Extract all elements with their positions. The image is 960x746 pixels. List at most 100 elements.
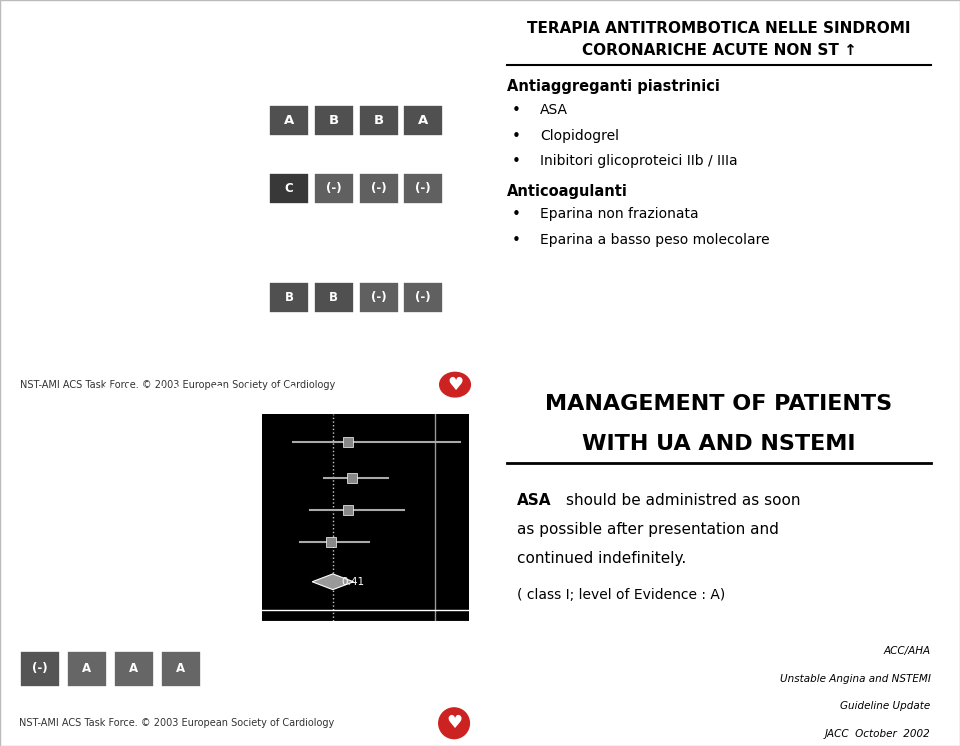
Text: – No RDZ placebo-controlled trials: – No RDZ placebo-controlled trials <box>67 167 281 180</box>
Text: TERAPIA ANTITROMBOTICA NELLE SINDROMI: TERAPIA ANTITROMBOTICA NELLE SINDROMI <box>527 21 911 36</box>
Text: (-): (-) <box>32 662 48 675</box>
FancyBboxPatch shape <box>403 172 444 204</box>
FancyBboxPatch shape <box>161 651 201 687</box>
FancyBboxPatch shape <box>358 282 398 313</box>
FancyBboxPatch shape <box>114 651 154 687</box>
Text: Inibitori glicoproteici IIb / IIIa: Inibitori glicoproteici IIb / IIIa <box>540 154 738 169</box>
Text: should be administred as soon: should be administred as soon <box>566 493 801 508</box>
Text: 5.2%: 5.2% <box>175 578 208 592</box>
Text: ♥: ♥ <box>447 376 463 394</box>
Text: Antiplatelets :  Trials ASA vs. Placebo: Antiplatelets : Trials ASA vs. Placebo <box>81 386 401 401</box>
Text: Total: Total <box>20 578 52 592</box>
FancyBboxPatch shape <box>314 282 354 313</box>
Text: – Small RDZ trials: – Small RDZ trials <box>67 235 179 248</box>
Text: A: A <box>177 662 185 675</box>
Text: 2.46%: 2.46% <box>175 462 212 474</box>
Text: RISC: RISC <box>20 547 47 560</box>
Text: •: • <box>25 61 35 79</box>
Text: •: • <box>512 207 521 222</box>
Text: Placebo: Placebo <box>222 429 268 442</box>
Text: ASA: ASA <box>540 103 568 117</box>
Text: Anticoagulanti: Anticoagulanti <box>507 184 628 198</box>
Text: B: B <box>373 114 384 127</box>
Text: ASA vs.
Placebo: ASA vs. Placebo <box>20 429 65 457</box>
Text: 4.9%: 4.9% <box>175 491 205 504</box>
Text: Calcium channel blockers: Calcium channel blockers <box>53 211 271 226</box>
Circle shape <box>440 372 470 397</box>
Text: •: • <box>512 233 521 248</box>
Text: 555: 555 <box>128 519 150 532</box>
Text: Eparina a basso peso molecolare: Eparina a basso peso molecolare <box>540 233 770 247</box>
Text: A: A <box>130 662 138 675</box>
FancyBboxPatch shape <box>358 172 398 204</box>
Circle shape <box>439 708 469 739</box>
FancyBboxPatch shape <box>314 105 354 136</box>
Text: ( class I; level of Evidence : A): ( class I; level of Evidence : A) <box>516 588 725 602</box>
Text: ASA better: ASA better <box>281 631 337 641</box>
Text: Antiaggreganti piastrinici: Antiaggreganti piastrinici <box>507 79 720 95</box>
Text: Theroux: Theroux <box>20 462 68 474</box>
Text: Nitrates: Nitrates <box>53 143 123 158</box>
Text: 12.9%: 12.9% <box>222 519 259 532</box>
Text: A: A <box>284 114 295 127</box>
Text: Beta-blockers:: Beta-blockers: <box>53 61 178 76</box>
Text: 3096: 3096 <box>128 578 161 592</box>
Text: A: A <box>419 114 428 127</box>
Polygon shape <box>312 574 353 589</box>
Text: – Three DB randomized trials comparing BB to placebo: – Three DB randomized trials comparing B… <box>67 83 411 96</box>
Text: (-): (-) <box>326 182 342 195</box>
Text: 6.5%: 6.5% <box>175 547 204 560</box>
Text: NST-AMI ACS Task Force. © 2003 European Society of Cardiology: NST-AMI ACS Task Force. © 2003 European … <box>20 380 335 389</box>
Text: 728: 728 <box>128 547 151 560</box>
Text: 6.35%: 6.35% <box>222 462 259 474</box>
Text: continued indefinitely.: continued indefinitely. <box>516 551 686 566</box>
Text: prevention of death and MI: prevention of death and MI <box>85 275 255 288</box>
Text: 17.1%: 17.1% <box>222 547 259 560</box>
Text: C: C <box>285 182 294 195</box>
FancyBboxPatch shape <box>269 172 309 204</box>
Text: Unstable Angina and NSTEMI: Unstable Angina and NSTEMI <box>780 674 931 684</box>
Text: (-): (-) <box>416 182 431 195</box>
Text: •: • <box>25 211 35 229</box>
Text: JACC  October  2002: JACC October 2002 <box>825 729 931 739</box>
Text: •: • <box>512 129 521 144</box>
FancyBboxPatch shape <box>20 651 60 687</box>
Text: ASA: ASA <box>175 429 199 442</box>
Text: as possible after presentation and: as possible after presentation and <box>516 522 779 537</box>
Text: Lewis: Lewis <box>20 491 53 504</box>
Text: Clopidogrel: Clopidogrel <box>540 129 619 142</box>
Text: – Meta-analysis on death and MI suggests that there is no: – Meta-analysis on death and MI suggests… <box>67 255 429 268</box>
Text: Death or MI (%): Death or MI (%) <box>20 416 113 428</box>
Text: Guideline Update: Guideline Update <box>840 701 931 712</box>
Text: Anti-ischaemic agents: Anti-ischaemic agents <box>119 21 363 40</box>
FancyBboxPatch shape <box>358 105 398 136</box>
Text: 479: 479 <box>128 462 151 474</box>
Text: 11.8%: 11.8% <box>222 578 263 592</box>
FancyBboxPatch shape <box>67 651 107 687</box>
Text: 6.1%: 6.1% <box>175 519 205 532</box>
Text: N: N <box>128 429 137 442</box>
Text: B: B <box>329 114 339 127</box>
Text: CORONARICHE ACUTE NON ST ↑: CORONARICHE ACUTE NON ST ↑ <box>582 43 856 58</box>
Text: 1266: 1266 <box>128 491 158 504</box>
FancyBboxPatch shape <box>269 105 309 136</box>
Text: B: B <box>285 292 294 304</box>
Text: ASA: ASA <box>516 493 551 508</box>
Text: A: A <box>83 662 91 675</box>
Text: (-): (-) <box>371 292 386 304</box>
Text: WITH UA AND NSTEMI: WITH UA AND NSTEMI <box>583 434 855 454</box>
FancyBboxPatch shape <box>403 282 444 313</box>
Text: •: • <box>512 154 521 169</box>
Text: •: • <box>512 103 521 118</box>
FancyBboxPatch shape <box>269 282 309 313</box>
Text: Cairns: Cairns <box>20 519 58 532</box>
Text: B: B <box>329 292 338 304</box>
FancyBboxPatch shape <box>403 105 444 136</box>
Text: ♥: ♥ <box>446 714 462 733</box>
Text: NST-AMI ACS Task Force. © 2003 European Society of Cardiology: NST-AMI ACS Task Force. © 2003 European … <box>18 718 334 728</box>
Text: MANAGEMENT OF PATIENTS: MANAGEMENT OF PATIENTS <box>545 394 893 414</box>
FancyBboxPatch shape <box>314 172 354 204</box>
Text: (-): (-) <box>416 292 431 304</box>
Text: Pl. better: Pl. better <box>417 631 465 641</box>
Text: ACC/AHA: ACC/AHA <box>883 647 931 656</box>
